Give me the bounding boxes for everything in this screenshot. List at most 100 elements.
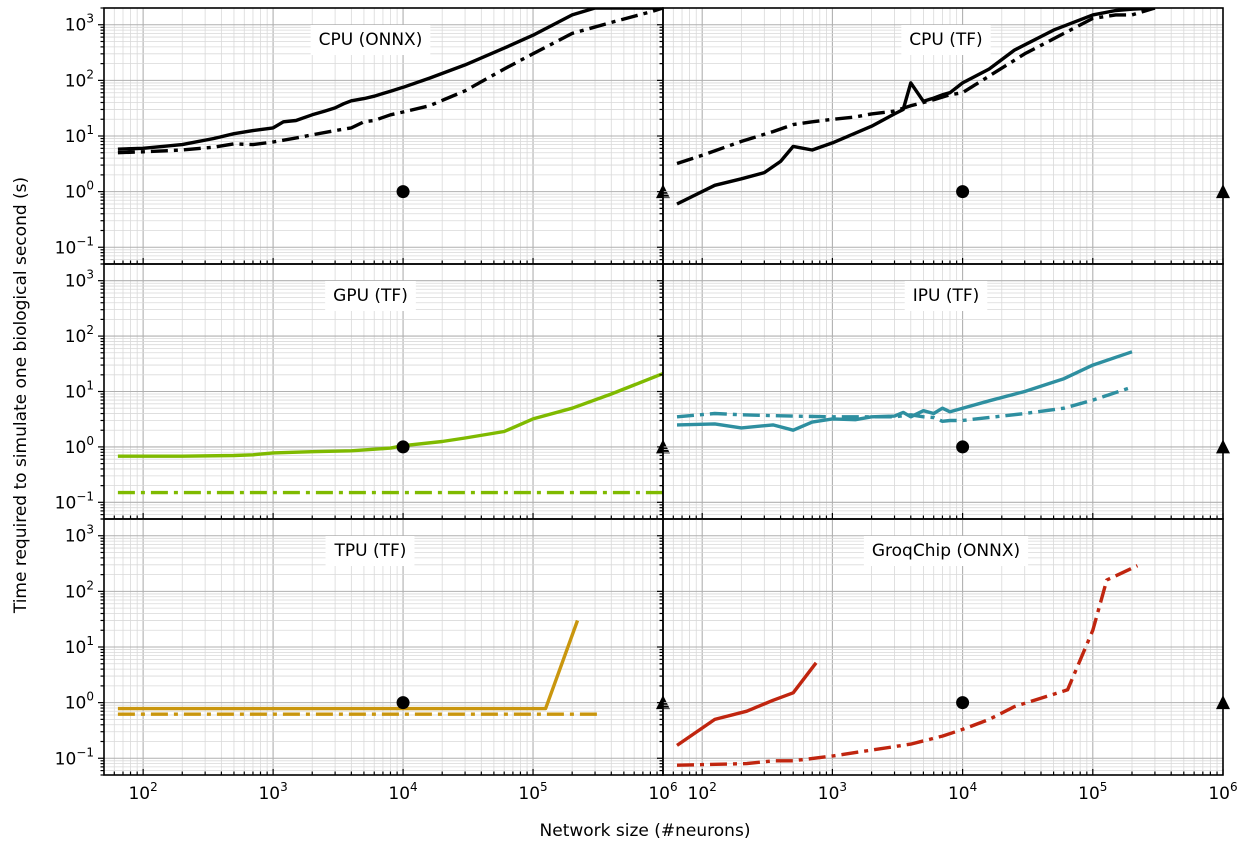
reference-circle-marker [956,440,970,454]
y-tick-label: 102 [65,323,94,347]
gridlines [104,519,663,775]
y-tick-label-exponent: 0 [86,690,94,704]
x-tick-label: 105 [518,780,547,804]
x-tick-label: 102 [688,780,717,804]
panel-title: GroqChip (ONNX) [872,541,1020,561]
series-line-solid [117,8,663,151]
panel-title: CPU (TF) [909,30,982,50]
y-tick-label: 100 [65,434,94,458]
panel-title: GPU (TF) [333,286,408,306]
y-tick-label-base: 10 [65,527,87,547]
reference-circle-marker [396,185,410,199]
y-tick-label: 10−1 [55,234,94,258]
x-tick-label-base: 10 [388,784,410,804]
gridlines [663,264,1223,519]
reference-circle-marker [396,440,410,454]
y-tick-label: 10−1 [55,745,94,769]
x-tick-label-base: 10 [648,784,670,804]
y-tick-label-exponent: 2 [86,578,94,592]
y-tick-label-base: 10 [65,582,87,602]
x-tick-label-base: 10 [128,784,150,804]
series-line-solid [117,619,580,711]
x-tick-label-exponent: 5 [1100,780,1108,794]
y-tick-label: 101 [65,123,94,147]
x-tick-label: 106 [1208,780,1237,804]
y-tick-label: 103 [65,523,94,547]
series-line-dashdot [676,564,1139,767]
y-tick-label-base: 10 [55,749,77,769]
y-axis-label: Time required to simulate one biological… [11,177,31,614]
y-tick-label: 102 [65,578,94,602]
x-tick-label-exponent: 3 [280,780,288,794]
y-tick-label-exponent: −1 [76,234,94,248]
panel-title-background [863,536,1029,566]
x-tick-label: 105 [1078,780,1107,804]
y-tick-label-exponent: 2 [86,67,94,81]
y-tick-label: 100 [65,179,94,203]
x-tick-label-base: 10 [688,784,710,804]
y-tick-label: 100 [65,690,94,714]
panel-title-background [310,25,431,55]
x-axis-label: Network size (#neurons) [540,821,751,841]
x-tick-label-exponent: 4 [970,780,978,794]
gridlines [104,264,663,519]
x-tick-label: 103 [258,780,287,804]
x-tick-label: 103 [818,780,847,804]
x-tick-label-exponent: 6 [1230,780,1238,794]
x-tick-label-exponent: 3 [839,780,847,794]
series-line-dashdot [117,8,663,155]
x-tick-label-base: 10 [1078,784,1100,804]
y-tick-label: 103 [65,268,94,292]
y-tick-label-exponent: 2 [86,323,94,337]
x-tick-label-base: 10 [1208,784,1230,804]
panel-title: TPU (TF) [334,541,407,561]
panel-title: IPU (TF) [913,286,980,306]
y-tick-label-base: 10 [65,694,87,714]
y-tick-label-exponent: −1 [76,745,94,759]
x-tick-label-exponent: 4 [410,780,418,794]
x-tick-label: 106 [648,780,677,804]
x-tick-label-base: 10 [948,784,970,804]
x-tick-label: 104 [948,780,977,804]
panel-title-background [901,25,991,55]
y-tick-label-base: 10 [65,327,87,347]
y-tick-label-base: 10 [55,493,77,513]
y-tick-label: 10−1 [55,489,94,513]
panel-2: CPU (TF) [657,7,1230,265]
y-tick-label: 103 [65,12,94,36]
series-line-solid [676,350,1133,432]
y-tick-label-exponent: 3 [86,12,94,26]
y-tick-label-base: 10 [65,71,87,91]
y-tick-label-base: 10 [55,238,77,258]
panel-title-background [325,536,415,566]
x-tick-label-exponent: 5 [540,780,548,794]
y-tick-label-exponent: 1 [86,634,94,648]
series-line-dashdot [676,385,1133,423]
x-tick-label-base: 10 [518,784,540,804]
y-tick-label-exponent: 1 [86,123,94,137]
x-tick-label-base: 10 [818,784,840,804]
y-tick-label-base: 10 [65,127,87,147]
x-tick-label-exponent: 2 [150,780,158,794]
x-tick-label: 104 [388,780,417,804]
y-tick-label-base: 10 [65,272,87,292]
reference-circle-marker [396,696,410,710]
reference-circle-marker [956,696,970,710]
y-tick-label-exponent: 0 [86,434,94,448]
y-tick-label: 101 [65,379,94,403]
y-tick-label-base: 10 [65,638,87,658]
y-tick-label-base: 10 [65,438,87,458]
y-tick-label-exponent: −1 [76,489,94,503]
y-tick-label-base: 10 [65,183,87,203]
y-tick-label: 101 [65,634,94,658]
panel-title: CPU (ONNX) [319,30,423,50]
x-tick-label-exponent: 2 [709,780,717,794]
reference-circle-marker [956,185,970,199]
x-tick-label-exponent: 6 [670,780,678,794]
y-tick-label: 102 [65,67,94,91]
